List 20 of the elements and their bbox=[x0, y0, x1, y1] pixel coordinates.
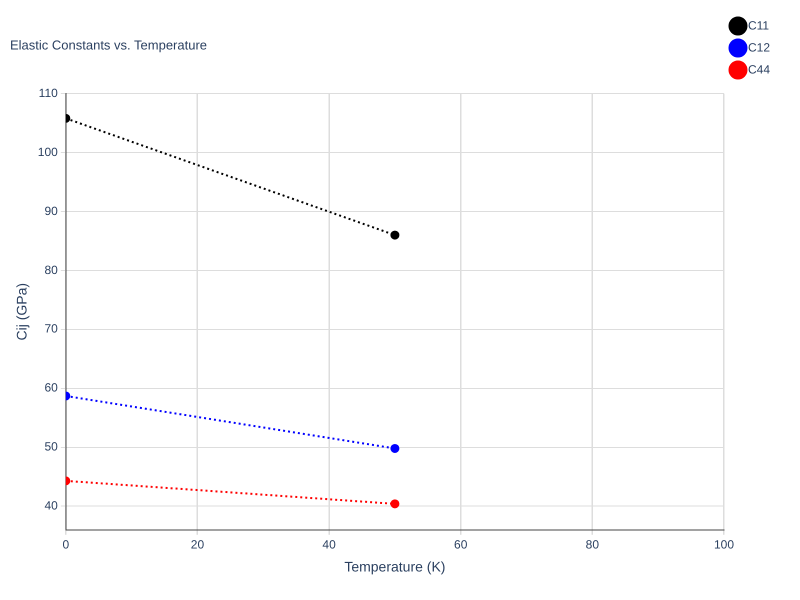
legend-label: C44 bbox=[748, 62, 770, 76]
y-tick-label: 50 bbox=[44, 440, 58, 454]
x-tick-label: 60 bbox=[454, 537, 468, 552]
x-tick-label: 100 bbox=[714, 537, 734, 552]
y-axis-title: Cij (GPa) bbox=[13, 282, 30, 340]
y-tick-label: 70 bbox=[44, 322, 58, 336]
y-tick-label: 100 bbox=[38, 144, 58, 159]
x-tick-label: 40 bbox=[322, 537, 336, 552]
y-tick-label: 80 bbox=[44, 262, 58, 277]
x-tick-label: 80 bbox=[586, 537, 600, 552]
y-tick-label: 60 bbox=[44, 380, 58, 395]
y-tick-label: 90 bbox=[44, 204, 58, 218]
chart-title: Elastic Constants vs. Temperature bbox=[10, 37, 208, 52]
legend-label: C12 bbox=[748, 40, 770, 54]
x-axis-title: Temperature (K) bbox=[344, 558, 446, 574]
x-tick-label: 20 bbox=[190, 537, 204, 552]
legend-label: C11 bbox=[748, 18, 770, 32]
x-tick-label: 0 bbox=[62, 537, 70, 552]
y-tick-label: 40 bbox=[44, 498, 58, 513]
y-tick-label: 110 bbox=[38, 86, 58, 100]
